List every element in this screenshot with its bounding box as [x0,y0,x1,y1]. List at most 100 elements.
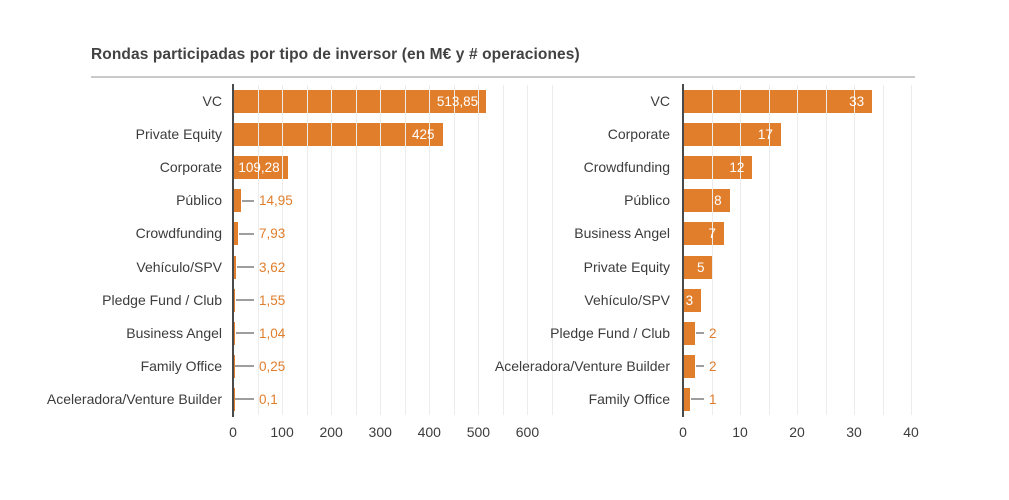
x-tick-label: 200 [319,424,343,440]
value-label: 7,93 [259,226,286,242]
value-label: 14,95 [259,193,293,209]
x-tick-label: 20 [789,424,805,440]
value-label: 109,28 [238,160,280,176]
value-label: 0,1 [259,391,278,407]
gridline [404,85,406,415]
gridline [740,85,741,415]
x-tick-label: 300 [368,424,392,440]
category-label: Vehículo/SPV [584,291,670,308]
category-label: Pledge Fund / Club [550,324,670,341]
category-label: Crowdfunding [135,225,222,242]
leader-line [242,199,254,202]
bar [684,222,724,246]
category-label: Vehículo/SPV [136,258,222,275]
gridline [911,85,912,415]
x-tick-label: 600 [515,424,540,440]
category-label: VC [650,93,670,109]
bar [234,156,288,180]
leader-line [235,299,254,302]
value-label: 2 [709,358,717,374]
leader-line [696,332,704,335]
bar [234,288,235,312]
gridline [331,85,333,415]
gridline [306,85,308,415]
leader-line [696,365,704,368]
gridline [380,85,382,415]
bar [684,189,730,213]
category-label: Aceleradora/Venture Builder [46,390,222,407]
value-label: 0,25 [259,358,286,374]
bar [234,222,238,246]
bar [234,321,235,345]
gridline [355,85,357,415]
gridline [854,85,855,415]
x-tick-label: 0 [229,424,237,440]
leader-line [236,266,254,268]
category-label: Business Angel [574,225,670,242]
category-label: Private Equity [583,258,670,275]
chart-title: Rondas participadas por tipo de inversor… [91,46,580,63]
x-tick-label: 100 [270,424,294,440]
bar [684,321,696,345]
x-tick-label: 0 [679,424,687,440]
x-tick-label: 400 [417,424,441,440]
category-label: Aceleradora/Venture Builder [494,357,670,374]
x-tick-label: 30 [846,424,862,440]
category-label: Corporate [607,126,670,143]
x-tick-label: 10 [732,424,748,440]
value-label: 12 [729,160,745,176]
leader-line [235,398,254,401]
gridline [882,85,884,415]
value-label: 425 [412,127,435,143]
gridline [797,85,798,415]
value-label: 17 [757,127,773,143]
bar [684,90,873,113]
value-label: 33 [849,94,865,109]
x-tick-label: 40 [903,424,919,440]
category-label: Family Office [140,357,222,374]
gridline [711,85,713,415]
bar [684,387,690,411]
category-label: Business Angel [126,324,222,341]
y-axis-line [232,84,234,417]
category-label: Pledge Fund / Club [102,291,222,308]
bar [684,354,696,378]
value-label: 7 [708,226,716,242]
value-label: 1,55 [259,292,286,308]
gridline [768,85,770,415]
bar [234,255,236,279]
gridline [552,85,553,415]
leader-line [235,365,254,368]
bar [234,189,242,213]
category-label: Private Equity [135,126,222,143]
x-tick-label: 500 [466,424,491,440]
bar [684,123,781,147]
gridline [453,85,455,415]
value-label: 2 [709,325,717,341]
leader-line [690,398,704,401]
value-label: 1,04 [259,325,286,341]
value-label: 5 [696,259,705,275]
bar [684,255,713,279]
bar [234,387,235,411]
y-axis-line [682,84,684,417]
category-label: Público [624,192,670,209]
bar [234,90,487,113]
category-label: Crowdfunding [583,159,670,176]
value-label: 3 [685,292,694,308]
leader-line [238,232,254,235]
bar [234,123,443,147]
category-label: VC [202,93,222,109]
leader-line [235,332,254,335]
category-label: Family Office [588,390,670,407]
category-label: Corporate [159,159,222,176]
value-label: 1 [709,391,717,407]
bar [684,288,702,312]
gridline [527,85,529,415]
value-label: 3,62 [259,259,286,275]
category-label: Público [176,192,222,209]
gridline [282,85,284,415]
gridline [502,85,504,415]
gridline [825,85,827,415]
bar [234,354,235,378]
